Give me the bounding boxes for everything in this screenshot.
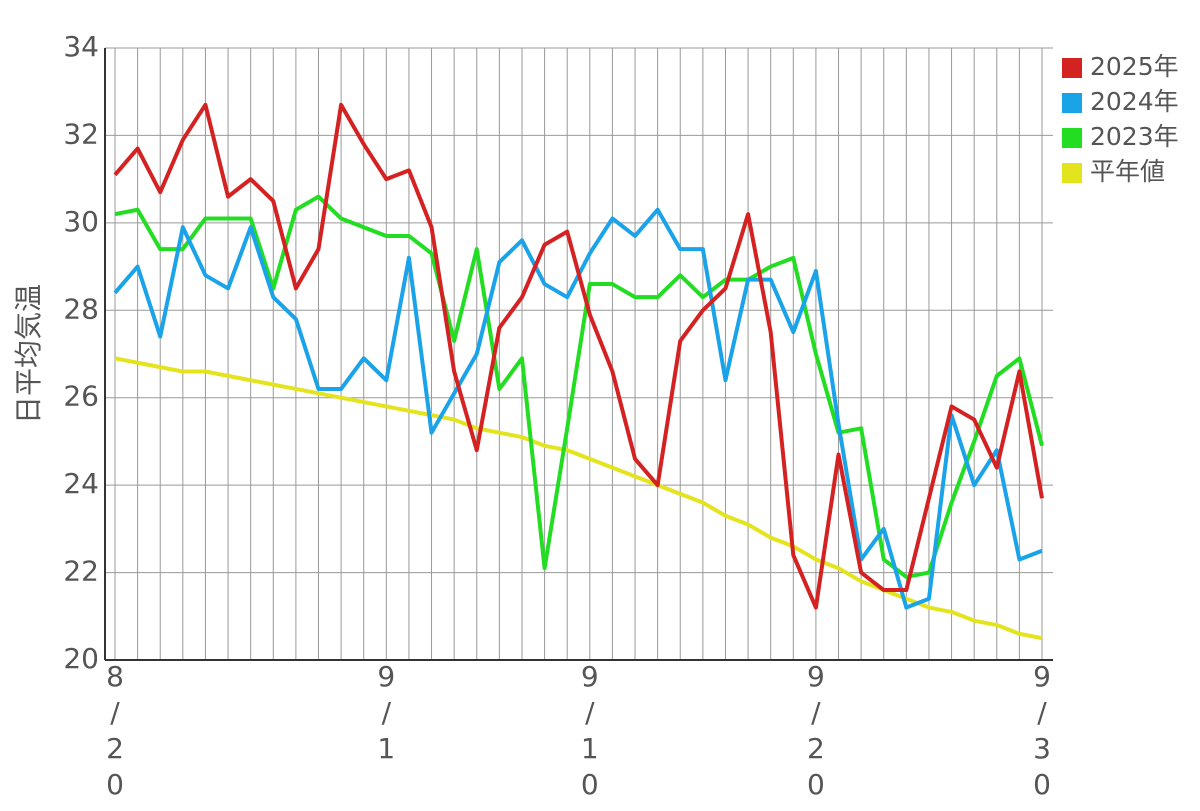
legend-label: 2023年 <box>1090 122 1179 151</box>
y-tick-label: 22 <box>63 555 99 588</box>
y-tick-label: 28 <box>63 292 99 325</box>
y-tick-label: 34 <box>63 30 99 63</box>
y-tick-label: 20 <box>63 642 99 675</box>
legend-swatch <box>1062 58 1082 78</box>
legend-label: 平年値 <box>1090 157 1165 186</box>
series-line <box>114 194 1044 579</box>
y-tick-label: 26 <box>63 380 99 413</box>
legend-swatch <box>1062 163 1082 183</box>
x-tick-label: 9/1 <box>377 660 395 765</box>
legend-label: 2025年 <box>1090 52 1179 81</box>
x-tick-label: 9/1 0 <box>581 660 599 801</box>
x-tick-label: 9/3 0 <box>1033 660 1051 801</box>
x-tick-label: 8/2 0 <box>106 660 124 801</box>
y-tick-label: 30 <box>63 205 99 238</box>
x-tick-label: 9/2 0 <box>807 660 825 801</box>
y-tick-label: 32 <box>63 117 99 150</box>
legend-swatch <box>1062 93 1082 113</box>
y-tick-label: 24 <box>63 467 99 500</box>
legend-label: 2024年 <box>1090 87 1179 116</box>
legend-swatch <box>1062 128 1082 148</box>
y-axis-label: 日平均気温 <box>12 284 45 424</box>
series-line <box>113 102 1044 610</box>
